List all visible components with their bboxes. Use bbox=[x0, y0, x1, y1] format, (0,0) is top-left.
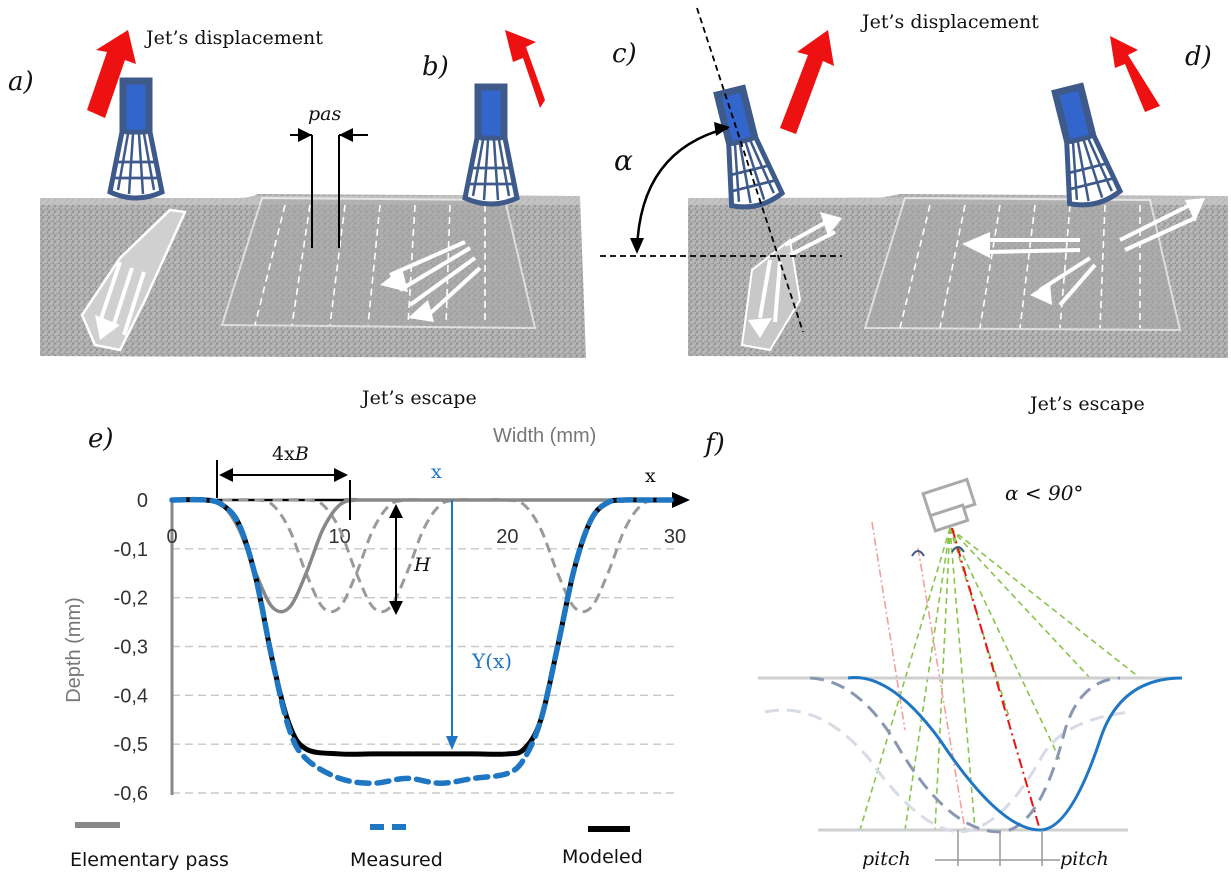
panel-ab-photo bbox=[40, 80, 586, 358]
elementary-shifted-passes bbox=[222, 498, 676, 614]
series-measured bbox=[169, 496, 678, 786]
alpha-label: α bbox=[614, 144, 633, 177]
panel-label-b: b) bbox=[422, 52, 449, 82]
panel-label-a: a) bbox=[8, 67, 34, 97]
red-arrow-d-icon bbox=[1110, 36, 1160, 112]
axis-line-faint-1 bbox=[871, 521, 906, 731]
y-tick-label: -0,6 bbox=[114, 783, 148, 805]
axis-line-main bbox=[951, 527, 1041, 831]
pas-dimension bbox=[290, 128, 368, 248]
x-tick-label: 0 bbox=[166, 526, 177, 548]
chart-series bbox=[169, 496, 678, 786]
alpha-construction bbox=[600, 7, 842, 333]
x-axis-title: Width (mm) bbox=[493, 425, 596, 447]
y-tick-label: -0,2 bbox=[114, 588, 148, 610]
y-tick-label: -0,4 bbox=[114, 685, 148, 707]
pas-label: pas bbox=[308, 103, 341, 125]
y-tick-label: -0,1 bbox=[114, 539, 148, 561]
legend-modeled: Modeled bbox=[562, 846, 643, 868]
escape-arrows-a bbox=[98, 261, 146, 336]
pass-lines-d bbox=[899, 204, 1141, 329]
x-marker-blue: x bbox=[431, 461, 442, 483]
escape-arrows-c bbox=[758, 218, 836, 323]
panel-label-d: d) bbox=[1185, 42, 1212, 72]
panel-f-diagram: α < 90° pitch pitch bbox=[758, 477, 1183, 870]
x-axis-arrow-icon bbox=[672, 492, 690, 508]
red-arrow-b-icon bbox=[505, 30, 545, 108]
y-tick-label: 0 bbox=[137, 490, 148, 512]
panel-label-c: c) bbox=[612, 39, 637, 69]
elementary-pass-shifted-2 bbox=[272, 498, 474, 614]
nozzle-a-icon bbox=[110, 80, 162, 198]
legend-elementary: Elementary pass bbox=[70, 849, 229, 871]
width-label: 4xB bbox=[272, 443, 309, 465]
x-tick-label: 30 bbox=[664, 526, 686, 548]
y-axis-title: Depth (mm) bbox=[63, 597, 85, 703]
red-arrow-c-icon bbox=[780, 30, 834, 134]
pitch-marks bbox=[935, 830, 1060, 866]
x-tick-labels: 0 10 20 30 bbox=[166, 526, 686, 548]
chart-gridlines bbox=[172, 548, 675, 794]
elementary-pass-shifted-3 bbox=[473, 498, 676, 614]
y-tick-label: -0,5 bbox=[114, 734, 148, 756]
panel-label-f: f) bbox=[703, 429, 725, 459]
panel-label-e: e) bbox=[88, 424, 114, 454]
red-arrow-a-icon bbox=[87, 30, 136, 118]
nozzle-f-icon bbox=[921, 477, 977, 533]
elementary-pass-shifted-1 bbox=[222, 498, 424, 614]
series-modeled bbox=[169, 497, 678, 757]
x-tick-label: 20 bbox=[496, 526, 518, 548]
legend-measured: Measured bbox=[350, 849, 443, 871]
y-tick-label: -0,3 bbox=[114, 637, 148, 659]
jet-displacement-label-2: Jet’s displacement bbox=[860, 11, 1039, 33]
profile-ghost-1 bbox=[764, 708, 1131, 834]
yx-label: Y(x) bbox=[471, 649, 512, 673]
depth-profile-chart: 0 -0,1 -0,2 -0,3 -0,4 -0,5 -0,6 0 10 20 30 Width … bbox=[63, 425, 690, 805]
pocket-b bbox=[220, 196, 537, 330]
escape-arrows-d bbox=[985, 203, 1196, 307]
pitch-label-left: pitch bbox=[862, 848, 911, 870]
x-tick-label: 10 bbox=[329, 526, 351, 548]
panel-cd-photo bbox=[600, 7, 1228, 358]
profile-current bbox=[847, 676, 1183, 832]
height-label: H bbox=[413, 554, 431, 576]
nozzle-d-icon bbox=[1043, 82, 1122, 209]
nozzle-b-icon bbox=[465, 86, 517, 204]
alpha-condition-label: α < 90° bbox=[1005, 481, 1083, 505]
pocket-d bbox=[863, 196, 1182, 332]
x-marker-black: x bbox=[645, 465, 656, 487]
chart-legend: Elementary pass Measured Modeled bbox=[70, 822, 643, 871]
escape-arrows-b bbox=[389, 240, 482, 320]
jet-escape-label-2: Jet’s escape bbox=[1028, 393, 1145, 415]
groove-a bbox=[80, 208, 187, 352]
jet-displacement-label-1: Jet’s displacement bbox=[144, 27, 323, 49]
nozzle-c-icon bbox=[705, 84, 784, 211]
jet-escape-label-1: Jet’s escape bbox=[360, 387, 477, 409]
y-tick-labels: 0 -0,1 -0,2 -0,3 -0,4 -0,5 -0,6 bbox=[114, 490, 148, 805]
pitch-label-right: pitch bbox=[1060, 848, 1109, 870]
yx-arrow bbox=[446, 500, 458, 750]
height-dimension bbox=[389, 504, 403, 615]
width-dimension bbox=[216, 460, 351, 520]
